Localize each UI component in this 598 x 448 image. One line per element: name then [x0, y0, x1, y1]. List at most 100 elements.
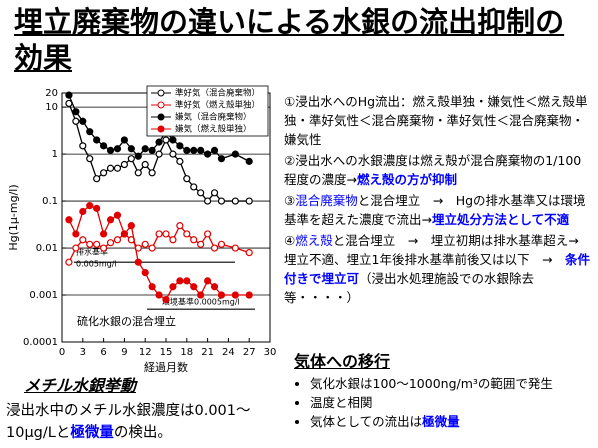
data-point — [217, 291, 226, 299]
data-point — [93, 240, 101, 248]
text-run: 気化水銀は100～1000ng/m³の範囲で発生 — [310, 376, 553, 391]
data-point — [231, 150, 239, 158]
data-point — [217, 240, 226, 248]
data-point — [106, 239, 115, 247]
section-heading: 気体への移行 — [294, 352, 391, 371]
text-run: 極微量 — [422, 414, 460, 429]
reference-label: 排水基準 — [76, 247, 108, 257]
text-run: ④ — [284, 233, 296, 248]
finding: ①浸出水へのHg流出：燃え殻単独・嫌気性＜燃え殻単独・準好気性＜混合廃棄物・準好… — [284, 92, 590, 149]
legend-label: 準好気（混合廃棄物） — [175, 88, 260, 99]
data-point — [176, 277, 184, 285]
finding: ④燃え殻と混合埋立 → 埋立初期は排水基準超え→埋立不適、埋立1年後排水基準前後… — [284, 231, 590, 307]
slide-title: 埋立廃棄物の違いによる水銀の流出抑制の効果 — [14, 5, 565, 75]
data-point — [155, 138, 163, 146]
data-point — [113, 236, 122, 244]
bullet: 温度と相関 — [310, 393, 598, 412]
reference-label: 環境基準0.0005mg/l — [162, 297, 240, 307]
data-point — [141, 240, 149, 248]
x-tick-label: 21 — [201, 347, 214, 358]
data-point — [106, 164, 115, 172]
data-point — [99, 169, 108, 177]
text-run: 浸出水中のメチル水銀濃度は0.001～10μg/Lと — [6, 403, 251, 441]
data-point — [134, 152, 142, 160]
x-tick-label: 12 — [139, 347, 152, 358]
data-point — [169, 136, 177, 144]
data-point — [210, 244, 219, 252]
y-tick-label: 1 — [52, 149, 58, 160]
data-point — [190, 283, 198, 291]
data-point — [148, 169, 156, 177]
finding: ②浸出水への水銀濃度は燃え殻が混合廃棄物の1/100程度の濃度→燃え殻の方が抑制 — [284, 151, 590, 189]
x-tick-label: 27 — [243, 347, 256, 358]
data-point — [197, 189, 205, 197]
data-point — [231, 197, 239, 205]
paragraph: 浸出水中のメチル水銀濃度は0.001～10μg/Lと極微量の検出。 — [6, 400, 281, 444]
x-tick-label: 9 — [121, 347, 127, 358]
text-run: 気体としての流出は — [310, 414, 423, 429]
data-point — [134, 169, 142, 177]
data-point — [204, 150, 212, 158]
reference-label: 0.005mg/l — [76, 260, 117, 269]
data-point — [106, 146, 115, 154]
x-tick-label: 6 — [100, 347, 106, 358]
data-point — [204, 277, 212, 285]
data-point — [79, 142, 87, 150]
data-point — [183, 277, 191, 285]
text-run: 条件付きで埋立可 — [284, 252, 590, 286]
data-point — [79, 236, 87, 244]
data-point — [113, 211, 122, 219]
data-point — [162, 295, 170, 304]
data-point — [127, 155, 135, 163]
data-point — [197, 291, 205, 299]
data-point — [169, 236, 177, 244]
bullet: 気体としての流出は極微量 — [310, 412, 598, 431]
data-point — [79, 117, 87, 125]
data-point — [106, 216, 115, 224]
data-point — [162, 136, 170, 144]
data-point — [99, 142, 108, 150]
data-point — [190, 146, 198, 154]
data-point — [113, 164, 122, 172]
y-tick-label: 10 — [45, 102, 58, 113]
legend-label: 嫌気（混合廃棄物） — [175, 112, 252, 123]
data-point — [127, 222, 135, 230]
text-run: 燃え殻 — [295, 233, 333, 248]
y-tick-label: 0.001 — [29, 290, 58, 301]
legend-marker — [157, 101, 165, 109]
data-point — [113, 145, 122, 153]
data-point — [148, 244, 156, 252]
chart: 0.0001 0.001 0.01 0.1 1 10 20 0 3 6 9 12 15 18 21 24 27 3… — [7, 85, 277, 374]
y-tick-label: 20 — [45, 88, 58, 99]
y-tick-label: 0.1 — [42, 196, 58, 207]
bullet: 気化水銀は100～1000ng/m³の範囲で発生 — [310, 374, 598, 393]
text-run: と混合埋立 → Hgの排水基準又は環境基準を超えた濃度で流出→ — [284, 193, 586, 227]
data-point — [183, 175, 191, 183]
data-point — [86, 202, 94, 210]
data-point — [217, 155, 226, 163]
x-tick-label: 30 — [264, 347, 277, 358]
annotation: 硫化水銀の混合埋立 — [77, 314, 176, 328]
text-run: 埋立処分方法として不適 — [431, 212, 570, 227]
data-point — [120, 136, 129, 144]
legend-box — [146, 85, 269, 137]
data-point — [141, 269, 149, 277]
data-point — [72, 230, 80, 238]
data-point — [155, 230, 163, 238]
data-point — [162, 230, 170, 238]
data-point — [155, 291, 163, 299]
data-point — [99, 230, 108, 238]
legend-marker — [157, 113, 165, 121]
data-point — [176, 142, 184, 150]
data-point — [217, 197, 226, 205]
data-point — [245, 157, 253, 165]
data-point — [197, 146, 205, 154]
data-point — [183, 230, 191, 238]
finding: ③混合廃棄物と混合埋立 → Hgの排水基準又は環境基準を超えた濃度で流出→埋立処… — [284, 191, 590, 229]
data-point — [176, 222, 184, 230]
data-point — [231, 291, 239, 299]
text-run: （浸出水処理施設での水銀除去等・・・・） — [284, 271, 535, 305]
text-run: ②浸出水への水銀濃度は燃え殻が混合廃棄物の1/100程度の濃度→ — [284, 153, 582, 187]
data-point — [65, 258, 73, 266]
